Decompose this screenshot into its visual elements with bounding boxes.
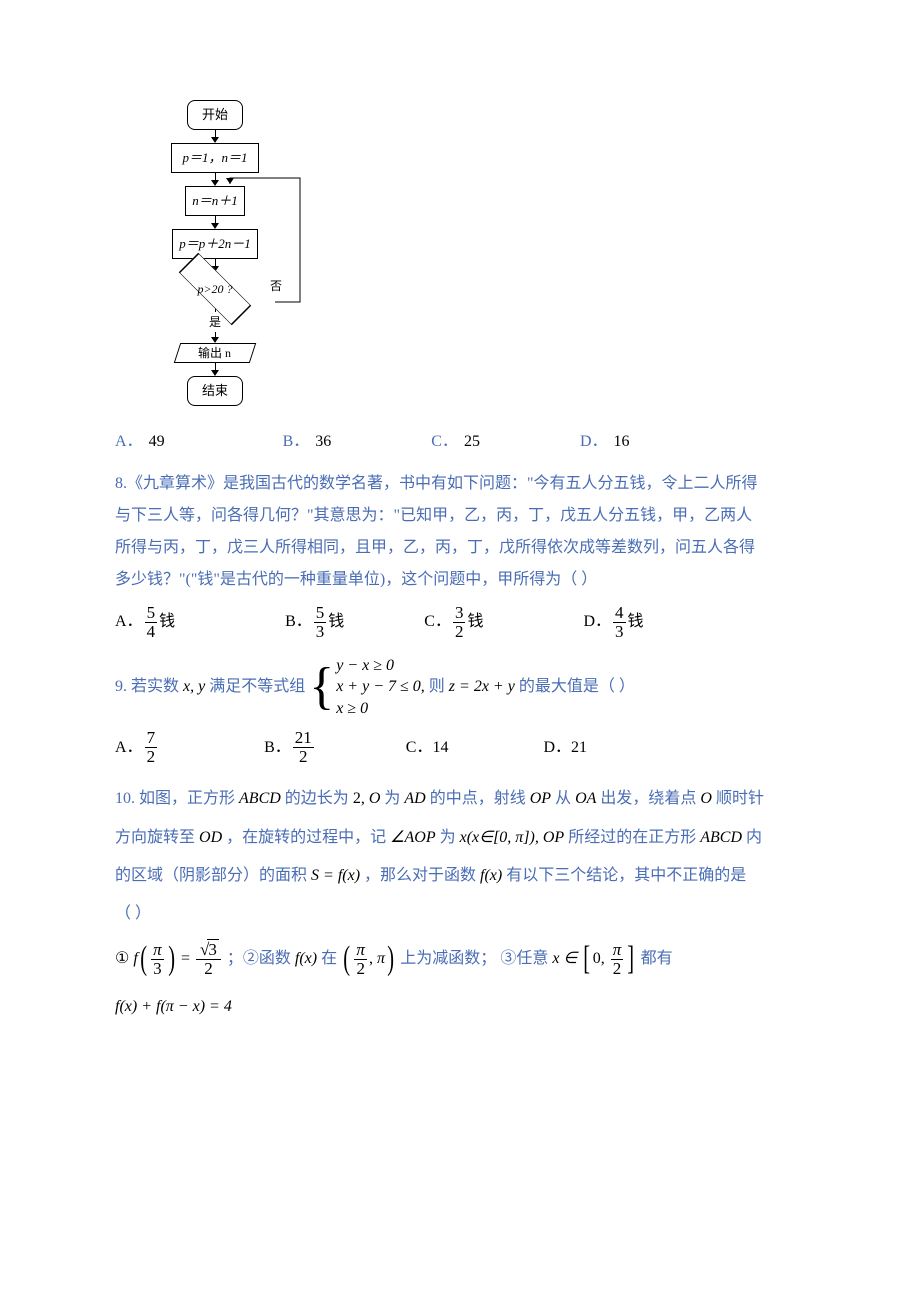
q9-opt-d: D．21 bbox=[543, 729, 587, 766]
q10-text: 10. 如图，正方形 ABCD 的边长为 2, O 为 AD 的中点，射线 OP… bbox=[115, 780, 805, 934]
q9-text: 9. 若实数 x, y 满足不等式组 { y − x ≥ 0 x + y − 7… bbox=[115, 655, 805, 720]
fc-no-label: 否 bbox=[270, 274, 282, 298]
q9-mid2: 则 bbox=[429, 671, 445, 703]
q8-text: 8.《九章算术》是我国古代的数学名著，书中有如下问题："今有五人分五钱，令上二人… bbox=[115, 468, 805, 596]
q10-line2: 方向旋转至 OD ，在旋转的过程中，记 ∠AOP 为 x(x∈[0, π]), … bbox=[115, 819, 805, 857]
q7-opt-c: C． 25 bbox=[431, 426, 480, 458]
fc-step-p: p＝p＋2n－1 bbox=[172, 229, 258, 259]
q7-opt-a: A． 49 bbox=[115, 426, 165, 458]
q10-stmt-last: f(x) + f(π − x) = 4 bbox=[115, 988, 805, 1026]
q9-c2: x + y − 7 ≤ 0, bbox=[336, 676, 425, 698]
opt-key: D． bbox=[580, 426, 608, 458]
q8-options: A． 54 钱 B． 53 钱 C． 32 钱 D． 43 钱 bbox=[115, 604, 805, 641]
fc-output: 输出 n bbox=[174, 343, 256, 363]
fc-cond: p>20 ? bbox=[170, 272, 260, 306]
fc-decision: p>20 ? 否 bbox=[170, 272, 260, 306]
opt-key: A． bbox=[115, 426, 143, 458]
q9-z: z = 2x + y bbox=[449, 671, 515, 703]
q8-line1: 8.《九章算术》是我国古代的数学名著，书中有如下问题："今有五人分五钱，令上二人… bbox=[115, 468, 805, 500]
q9-opt-a: A． 72 bbox=[115, 729, 159, 766]
opt-val: 49 bbox=[149, 426, 165, 458]
opt-val: 16 bbox=[614, 426, 630, 458]
q8-line4: 多少钱？"("钱"是古代的一种重量单位)，这个问题中，甲所得为（ ） bbox=[115, 564, 805, 596]
q8-opt-a: A． 54 钱 bbox=[115, 604, 175, 641]
q9-opt-b: B． 212 bbox=[264, 729, 316, 766]
q9-prefix: 9. 若实数 bbox=[115, 671, 179, 703]
fc-end: 结束 bbox=[187, 376, 243, 406]
q7-opt-d: D． 16 bbox=[580, 426, 630, 458]
flowchart: 开始 p＝1，n＝1 n＝n＋1 p＝p＋2n－1 p>20 ? 否 是 输出 … bbox=[145, 100, 285, 406]
q8-opt-b: B． 53 钱 bbox=[285, 604, 344, 641]
q10-paren: （ ） bbox=[115, 895, 805, 933]
q10-line3: 的区域（阴影部分）的面积 S = f(x) ，那么对于函数 f(x) 有以下三个… bbox=[115, 857, 805, 895]
page: 开始 p＝1，n＝1 n＝n＋1 p＝p＋2n－1 p>20 ? 否 是 输出 … bbox=[0, 0, 920, 1067]
q9-system: { y − x ≥ 0 x + y − 7 ≤ 0, x ≥ 0 bbox=[309, 655, 425, 720]
q8-opt-c: C． 32 钱 bbox=[424, 604, 483, 641]
q9-c3: x ≥ 0 bbox=[336, 698, 425, 720]
q10-line1: 10. 如图，正方形 ABCD 的边长为 2, O 为 AD 的中点，射线 OP… bbox=[115, 780, 805, 818]
opt-key: B． bbox=[283, 426, 310, 458]
q9-opt-c: C．14 bbox=[406, 729, 449, 766]
fc-step-n: n＝n＋1 bbox=[185, 186, 245, 216]
q7-opt-b: B． 36 bbox=[283, 426, 332, 458]
q9-mid1: 满足不等式组 bbox=[209, 671, 305, 703]
q9-tail: 的最大值是（ ） bbox=[519, 671, 635, 703]
fc-init: p＝1，n＝1 bbox=[171, 143, 258, 173]
q10-statements: ① f(π3) = 32 ；②函数 f(x) 在 (π2, π) 上为减函数； … bbox=[115, 940, 805, 1027]
opt-key: C． bbox=[431, 426, 458, 458]
q10-stmt-row1: ① f(π3) = 32 ；②函数 f(x) 在 (π2, π) 上为减函数； … bbox=[115, 940, 805, 978]
q9-c1: y − x ≥ 0 bbox=[336, 655, 425, 677]
q9-options: A． 72 B． 212 C．14 D．21 bbox=[115, 729, 805, 766]
q8-opt-d: D． 43 钱 bbox=[583, 604, 643, 641]
q8-line3: 所得与丙，丁，戊三人所得相同，且甲，乙，丙，丁，戊所得依次成等差数列，问五人各得 bbox=[115, 532, 805, 564]
q8-line2: 与下三人等，问各得几何？"其意思为："已知甲，乙，丙，丁，戊五人分五钱，甲，乙两… bbox=[115, 500, 805, 532]
q9-xy: x, y bbox=[183, 671, 205, 703]
opt-val: 36 bbox=[315, 426, 331, 458]
opt-val: 25 bbox=[464, 426, 480, 458]
fc-start: 开始 bbox=[187, 100, 243, 130]
q7-options: A． 49 B． 36 C． 25 D． 16 bbox=[115, 426, 805, 458]
